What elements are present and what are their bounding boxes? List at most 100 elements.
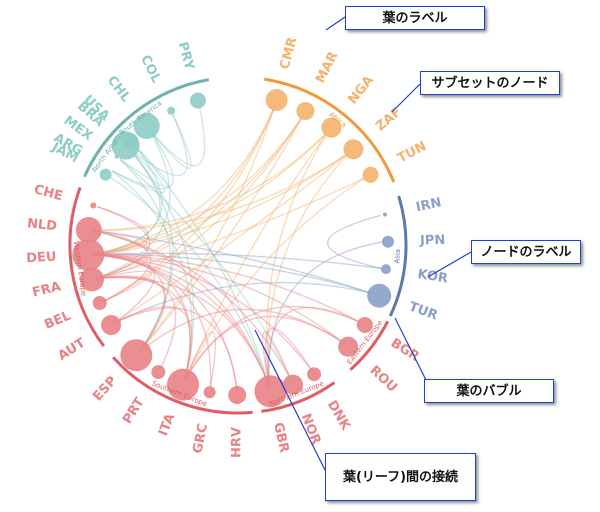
bubble-TUR bbox=[367, 283, 392, 308]
leaf-label-TUR: TUR bbox=[407, 299, 440, 323]
bubble-ESP bbox=[120, 339, 153, 372]
link-PRT-FRA bbox=[95, 276, 177, 370]
link-CMR-FRA bbox=[95, 103, 277, 280]
link-ROU-DEU bbox=[92, 253, 346, 345]
callout-leaf-bubble: 葉のバブル bbox=[424, 379, 554, 403]
link-FRA-DEU bbox=[92, 253, 149, 280]
link-NGA-DEU bbox=[92, 130, 330, 256]
group-label-as: Asia bbox=[393, 249, 402, 264]
leaf-label-IRN: IRN bbox=[415, 195, 443, 215]
link-ROU-ESP bbox=[138, 308, 346, 353]
link-GBR-DEU bbox=[92, 253, 271, 388]
link-JAM-GBR bbox=[108, 175, 271, 388]
leaf-label-CHE: CHE bbox=[32, 182, 64, 204]
link-CMR-DEU bbox=[92, 103, 277, 256]
link-DNK-GBR bbox=[264, 327, 313, 388]
bubble-AUT bbox=[101, 315, 122, 335]
leaf-label-COL: COL bbox=[137, 53, 163, 86]
link-ARG-CHL bbox=[111, 128, 174, 190]
leaf-label-ITA: ITA bbox=[156, 412, 178, 439]
bubble-PRT bbox=[151, 365, 166, 380]
link-HRV-DEU bbox=[92, 253, 238, 392]
link-NOR-NLD bbox=[92, 229, 293, 382]
link-GBR-FRA bbox=[95, 276, 271, 388]
link-ZAF-GBR bbox=[267, 151, 351, 388]
group-arc-ee bbox=[349, 320, 390, 371]
bubble-PRY bbox=[189, 92, 206, 109]
link-TUR-AUT bbox=[114, 281, 376, 324]
leaf-label-JPN: JPN bbox=[419, 233, 446, 249]
link-USA-GBR bbox=[132, 143, 271, 388]
link-TUN-ITA bbox=[183, 176, 368, 382]
leaf-label-ROU: ROU bbox=[367, 363, 400, 395]
link-USA-DEU bbox=[92, 143, 163, 256]
bubble-BGR bbox=[356, 317, 373, 333]
link-MEX-ESP bbox=[119, 158, 172, 353]
bubble-ROU bbox=[338, 336, 359, 357]
bubble-DNK bbox=[307, 367, 322, 382]
link-ESP-FRA bbox=[95, 275, 166, 353]
link-ZAF-DEU bbox=[92, 151, 351, 256]
link-MAR-FRA bbox=[95, 114, 305, 280]
link-IRN-KOR bbox=[327, 214, 383, 270]
leaf-label-ESP: ESP bbox=[90, 374, 120, 405]
callout-line-node-label bbox=[427, 251, 472, 278]
bubble-HRV bbox=[228, 386, 247, 404]
link-DNK-DEU bbox=[92, 253, 313, 372]
leaf-label-KOR: KOR bbox=[416, 267, 449, 287]
leaf-label-TUN: TUN bbox=[395, 139, 429, 166]
link-ROU-ITA bbox=[183, 315, 346, 382]
callout-lines-layer bbox=[254, 16, 472, 471]
link-GRC-ITA bbox=[183, 331, 217, 389]
bubble-ZAF bbox=[343, 139, 364, 160]
bubble-GBR bbox=[254, 375, 287, 408]
group-arc-na bbox=[83, 119, 127, 178]
link-BGR-ITA bbox=[183, 305, 362, 382]
callout-leaf-connection: 葉(リーフ)間の接続 bbox=[325, 453, 476, 501]
link-MAR-BEL bbox=[103, 114, 305, 303]
bubble-JAM bbox=[99, 168, 112, 181]
bubble-ITA bbox=[167, 368, 199, 401]
link-ITA-DEU bbox=[92, 253, 191, 381]
bubble-CHL bbox=[133, 113, 160, 139]
link-CHL-PRY bbox=[148, 104, 206, 167]
link-CMR-ESP bbox=[138, 103, 277, 353]
group-arc-we bbox=[68, 186, 105, 348]
link-AUT-DEU bbox=[92, 253, 156, 324]
link-TUR-DEU bbox=[92, 253, 376, 295]
group-arc-ne bbox=[261, 381, 336, 413]
bubble-CHE bbox=[90, 202, 97, 209]
leaf-label-AUT: AUT bbox=[55, 336, 88, 364]
link-USA-MEX bbox=[119, 143, 170, 188]
link-ARG-ITA bbox=[111, 170, 193, 381]
callout-node-label: ノードのラベル bbox=[471, 240, 581, 264]
bubble-IRN bbox=[382, 212, 387, 217]
leaf-label-GRC: GRC bbox=[191, 422, 211, 455]
bubble-NGA bbox=[321, 117, 342, 138]
leaf-label-CHL: CHL bbox=[104, 73, 133, 105]
bubble-TUN bbox=[362, 166, 379, 183]
bubble-BEL bbox=[92, 296, 107, 310]
leaf-label-NLD: NLD bbox=[26, 216, 58, 234]
callout-line-leaf-label bbox=[325, 16, 346, 31]
group-arc-as bbox=[388, 195, 408, 317]
bubble-KOR bbox=[381, 264, 391, 275]
link-BEL-NLD bbox=[92, 229, 152, 303]
bubble-MAR bbox=[296, 102, 315, 120]
link-NGA-NLD bbox=[92, 130, 330, 232]
bubble-JPN bbox=[382, 235, 394, 248]
link-NLD-GBR bbox=[92, 229, 271, 388]
bubble-USA bbox=[122, 132, 139, 149]
callout-leaf-label: 葉のラベル bbox=[345, 6, 485, 30]
link-NLD-DEU bbox=[92, 229, 148, 256]
link-TUN-FRA bbox=[95, 176, 368, 280]
link-MEX-NOR bbox=[119, 158, 293, 382]
leaf-label-GBR: GBR bbox=[270, 421, 291, 454]
callout-line-leaf-bubble bbox=[394, 317, 431, 389]
group-arcs-layer bbox=[68, 77, 408, 415]
bubble-GRC bbox=[203, 386, 216, 399]
callout-line-leaf-connection bbox=[254, 329, 326, 471]
callout-subset-node: サブセットのノード bbox=[420, 71, 560, 95]
link-HRV-AUT bbox=[114, 307, 238, 392]
link-TUR-NLD bbox=[92, 229, 376, 295]
